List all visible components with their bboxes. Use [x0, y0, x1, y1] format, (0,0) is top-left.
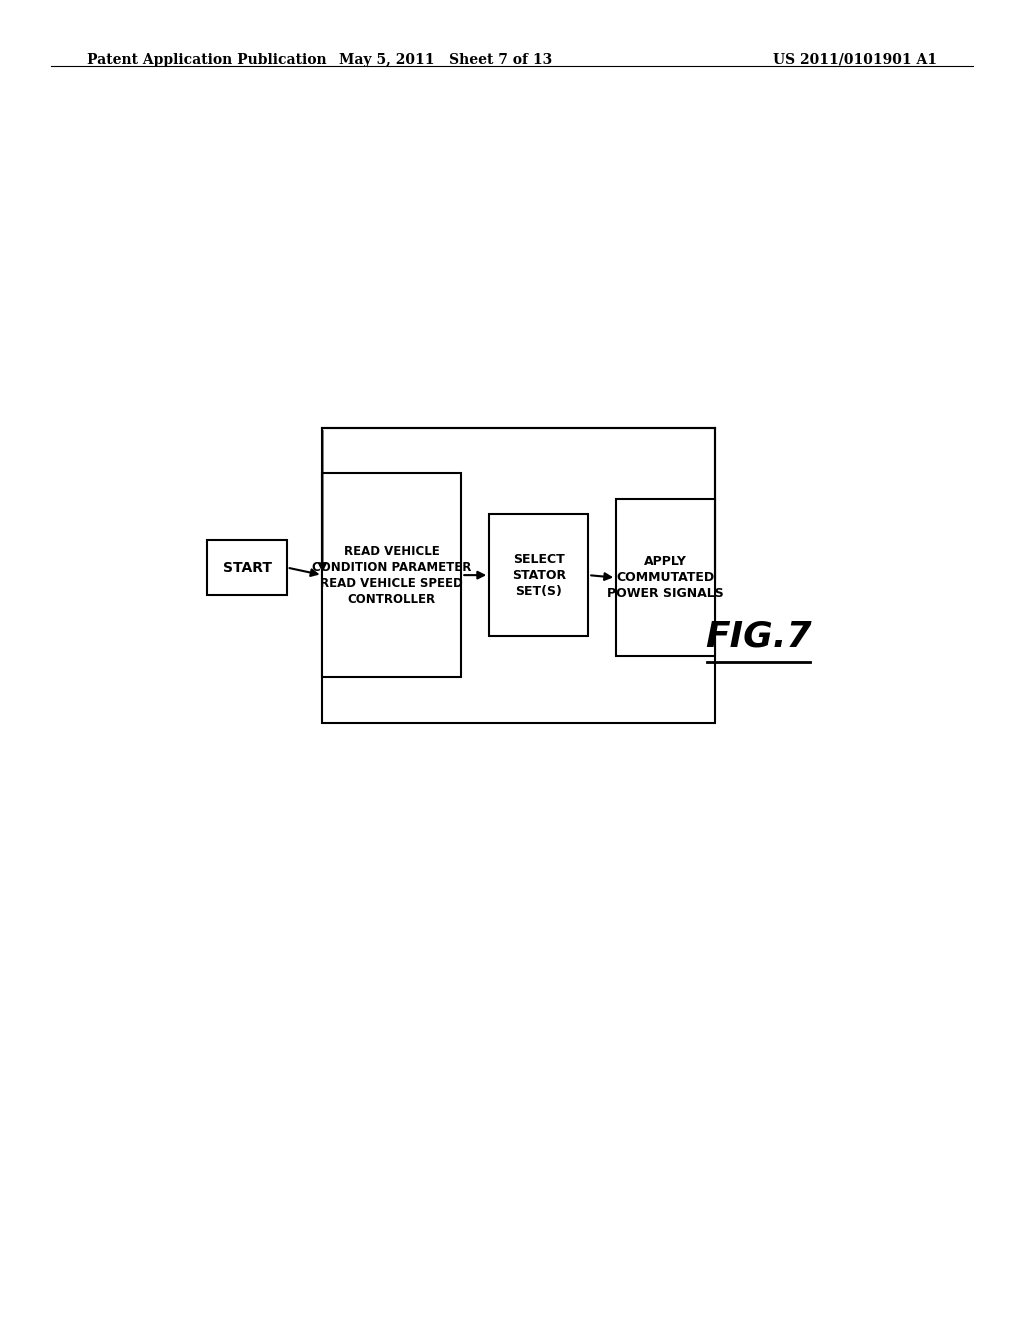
Bar	[323, 474, 461, 677]
Bar	[489, 513, 588, 636]
Text: SELECT
STATOR
SET(S): SELECT STATOR SET(S)	[512, 553, 565, 598]
Text: May 5, 2011   Sheet 7 of 13: May 5, 2011 Sheet 7 of 13	[339, 53, 552, 67]
Text: APPLY
COMMUTATED
POWER SIGNALS: APPLY COMMUTATED POWER SIGNALS	[607, 556, 724, 601]
Bar	[616, 499, 716, 656]
Bar	[323, 428, 715, 722]
Text: START: START	[222, 561, 271, 574]
Text: US 2011/0101901 A1: US 2011/0101901 A1	[773, 53, 937, 67]
Text: READ VEHICLE
CONDITION PARAMETER
READ VEHICLE SPEED
CONTROLLER: READ VEHICLE CONDITION PARAMETER READ VE…	[312, 545, 472, 606]
Text: Patent Application Publication: Patent Application Publication	[87, 53, 327, 67]
Bar	[207, 540, 287, 595]
Text: FIG.7: FIG.7	[706, 619, 812, 653]
